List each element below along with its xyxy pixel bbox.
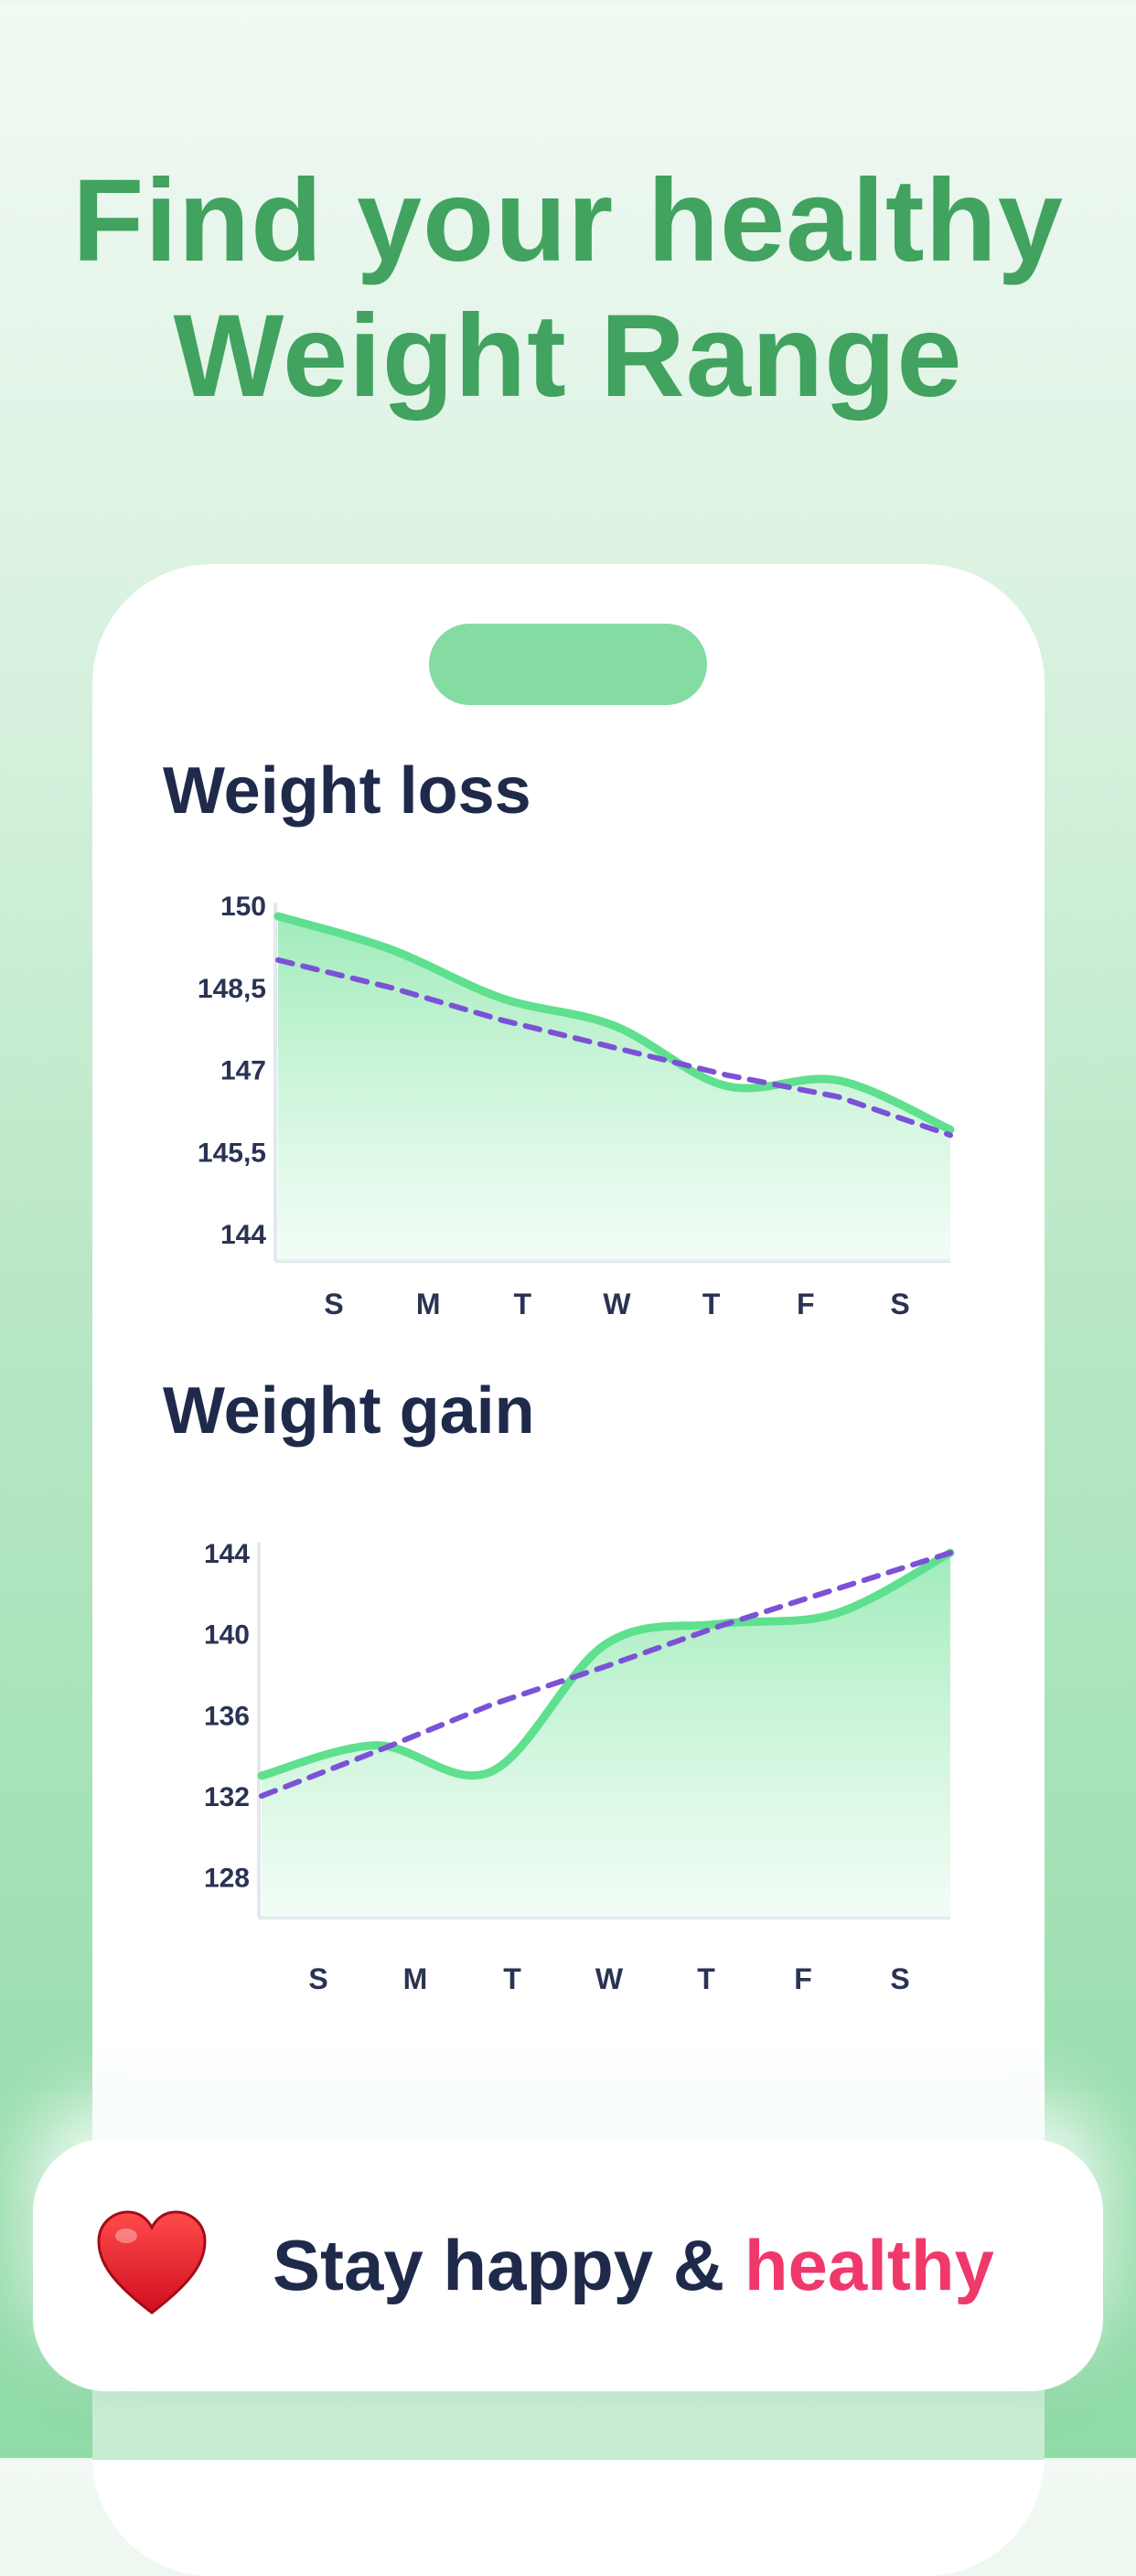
y-tick-label: 147: [220, 1056, 266, 1086]
series-area: [262, 1553, 950, 1918]
x-tick-label: S: [890, 1962, 909, 1995]
trend-line: [275, 957, 953, 1138]
x-tick-label: W: [603, 1288, 631, 1320]
phone-notch: [429, 624, 707, 705]
series-area: [278, 915, 950, 1261]
y-tick-label: 144: [204, 1539, 250, 1569]
y-tick-label: 145,5: [198, 1138, 266, 1168]
x-tick-label: T: [514, 1288, 532, 1320]
y-tick-label: 140: [204, 1620, 250, 1651]
y-tick-label: 132: [204, 1782, 250, 1812]
x-tick-label: S: [324, 1288, 343, 1320]
x-tick-label: T: [702, 1288, 721, 1320]
x-tick-label: M: [403, 1962, 428, 1995]
x-tick-label: W: [595, 1962, 624, 1995]
banner-text-main: Stay happy &: [273, 2225, 745, 2305]
weight-loss-chart: 150 148,5 147 145,5 144 S M T W T F S: [198, 892, 955, 1320]
x-tick-label: T: [503, 1962, 521, 1995]
y-tick-label: 144: [220, 1220, 266, 1250]
heart-icon: [97, 2210, 207, 2314]
y-tick-label: 148,5: [198, 974, 266, 1004]
x-tick-label: F: [797, 1288, 815, 1320]
x-tick-label: F: [794, 1962, 812, 1995]
x-tick-label: S: [890, 1288, 909, 1320]
headline: Find your healthy Weight Range: [0, 154, 1136, 424]
weight-loss-title: Weight loss: [163, 754, 531, 828]
motivation-banner: Stay happy & healthy: [33, 2139, 1103, 2391]
series-line: [257, 1548, 955, 1780]
y-tick-label: 128: [204, 1864, 250, 1894]
trend-line: [259, 1550, 953, 1800]
banner-text: Stay happy & healthy: [273, 2139, 994, 2391]
headline-line-2: Weight Range: [173, 291, 963, 422]
weight-gain-title: Weight gain: [163, 1374, 535, 1448]
y-tick-label: 136: [204, 1701, 250, 1731]
weight-gain-chart: 144 140 136 132 128 S M T W T F S: [204, 1539, 955, 1995]
x-tick-label: T: [697, 1962, 715, 1995]
x-tick-label: M: [416, 1288, 441, 1320]
y-tick-label: 150: [220, 892, 266, 922]
series-line: [273, 912, 955, 1134]
headline-line-1: Find your healthy: [72, 155, 1064, 286]
x-tick-label: S: [308, 1962, 327, 1995]
banner-text-accent: healthy: [744, 2225, 994, 2305]
